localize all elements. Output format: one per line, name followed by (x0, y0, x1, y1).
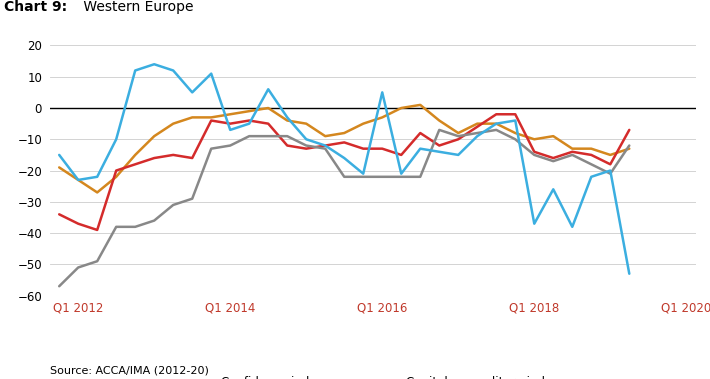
Legend: Confidence index, Orders index, Capital expenditure index, Employment index: Confidence index, Orders index, Capital … (181, 371, 564, 379)
Text: Western Europe: Western Europe (79, 0, 193, 14)
Text: Chart 9:: Chart 9: (4, 0, 67, 14)
Text: Source: ACCA/IMA (2012-20): Source: ACCA/IMA (2012-20) (50, 365, 209, 375)
